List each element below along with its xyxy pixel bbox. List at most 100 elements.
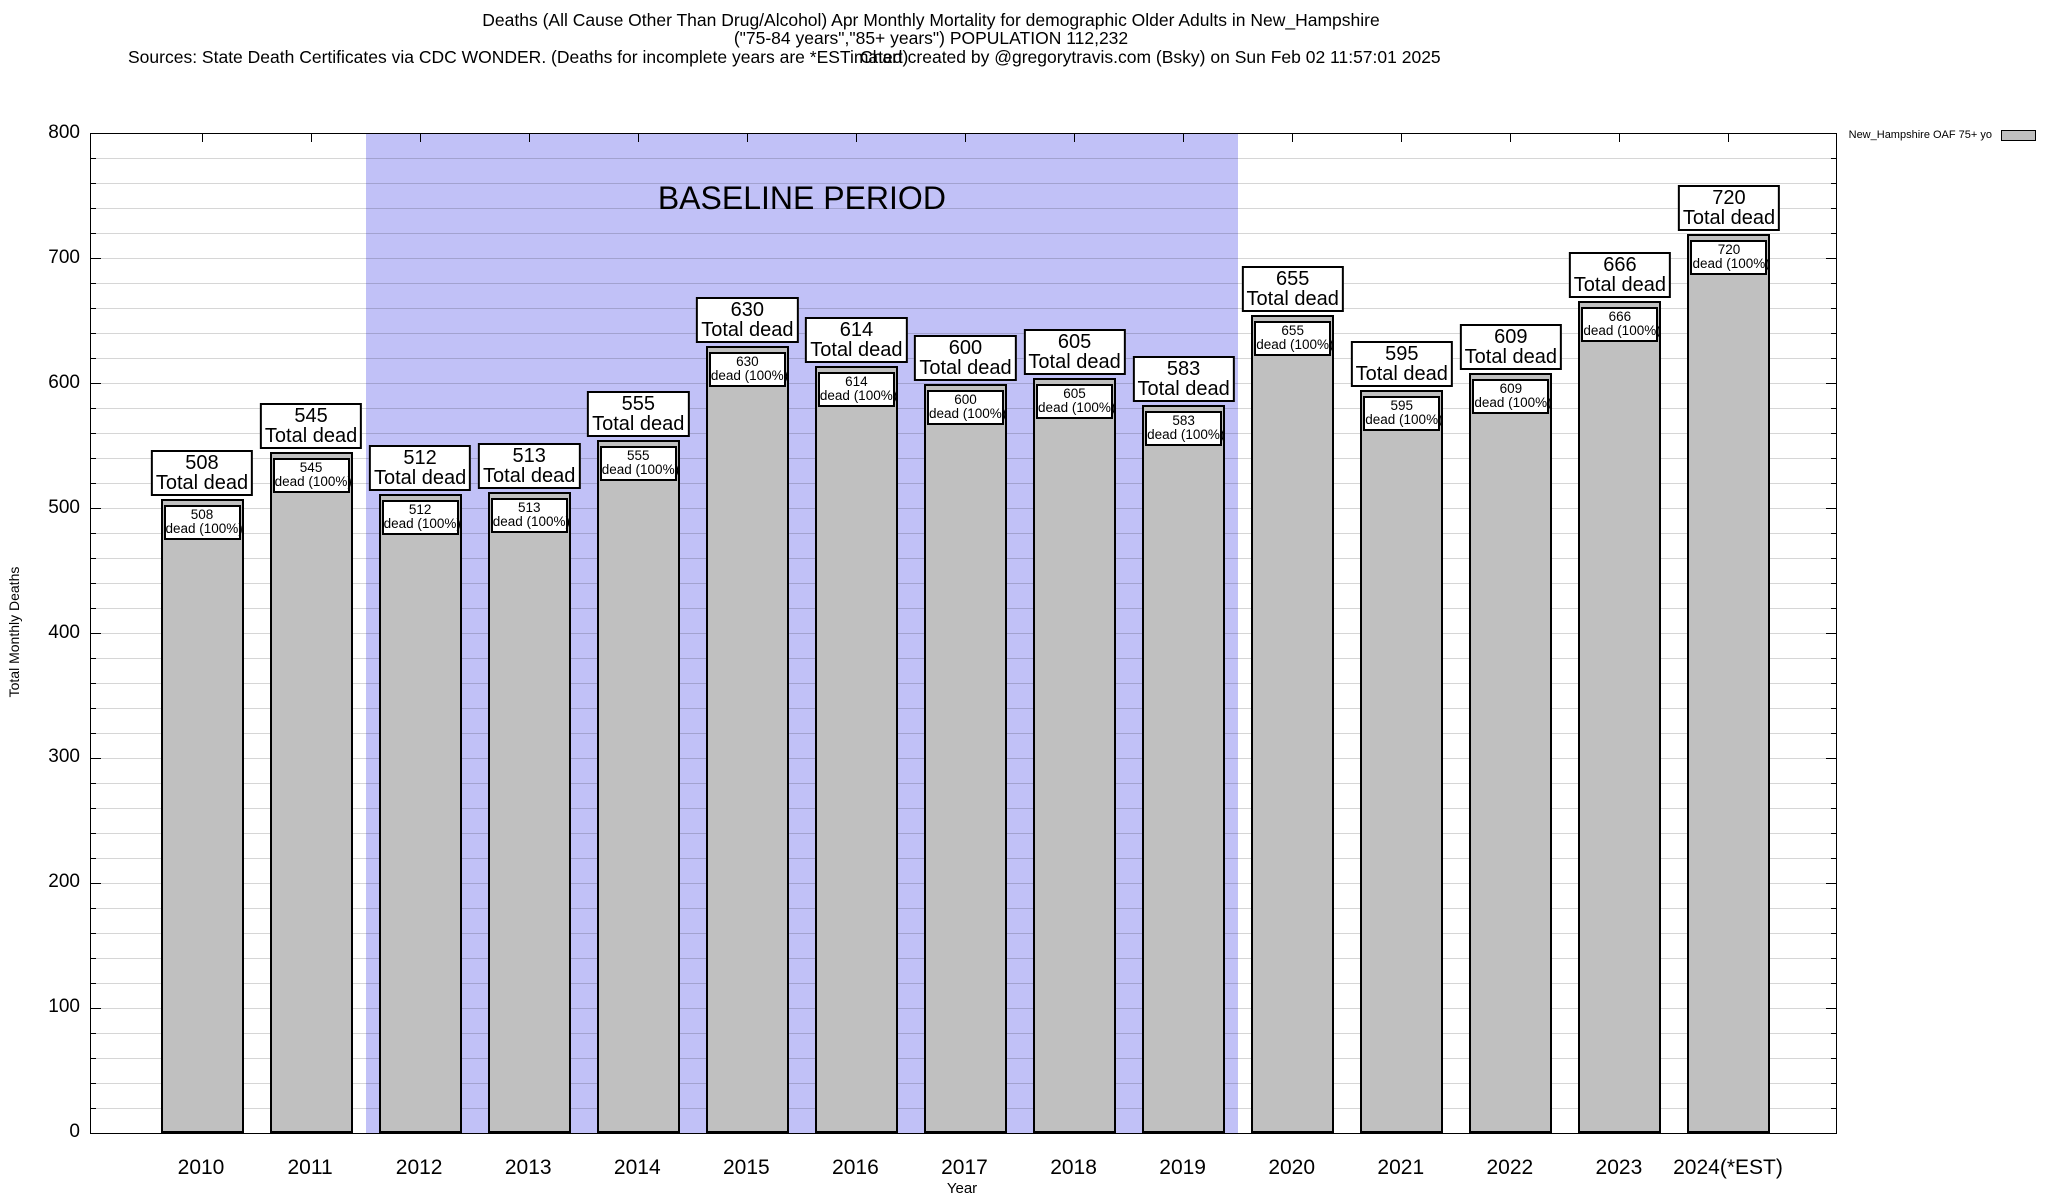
gridline — [91, 233, 1836, 235]
x-tick-top — [1510, 134, 1512, 142]
legend-swatch — [2001, 129, 2036, 141]
bar-inner-value: 605 — [1063, 385, 1086, 401]
bar-2023: 666 dead (100%) 666 Total dead — [1568, 252, 1672, 1133]
x-tick-label: 2014 — [613, 1156, 661, 1179]
bar-total-suffix: Total dead — [701, 319, 794, 342]
y-tick-left — [91, 907, 96, 909]
bar-inner-label: 614 dead (100%) — [817, 372, 897, 408]
bar-inner-suffix: dead (100%) — [1583, 323, 1661, 339]
y-tick-left — [91, 383, 101, 385]
gridline — [91, 283, 1836, 285]
y-tick-right — [1831, 358, 1836, 360]
x-tick-top — [855, 134, 857, 142]
bar-inner-suffix: dead (100%) — [1147, 426, 1225, 442]
bar-2010: 508 dead (100%) 508 Total dead — [150, 449, 254, 1133]
y-tick-left — [91, 633, 101, 634]
bar-total-label: 583 Total dead — [1132, 355, 1235, 402]
y-tick-left — [91, 558, 96, 560]
y-tick-right — [1831, 1107, 1836, 1109]
bar-inner-value: 555 — [627, 447, 650, 463]
y-tick-left — [91, 183, 96, 185]
bar-total-value: 508 — [185, 451, 219, 474]
bar-total-value: 545 — [294, 405, 328, 428]
y-tick-right — [1826, 757, 1836, 759]
bar-inner-label: 512 dead (100%) — [381, 499, 461, 535]
x-tick-top — [1619, 134, 1621, 142]
legend: New_Hampshire OAF 75+ yo — [1849, 129, 2036, 141]
bar-inner-suffix: dead (100%) — [928, 405, 1007, 421]
bar-inner-label: 545 dead (100%) — [272, 458, 352, 494]
bar-2022: 609 dead (100%) 609 Total dead — [1459, 323, 1562, 1133]
bar-inner-value: 513 — [517, 500, 541, 516]
y-tick-left — [91, 1007, 101, 1009]
bar-total-value: 655 — [1275, 268, 1310, 291]
y-tick-left — [91, 932, 96, 934]
bar-2013: 513 dead (100%) 513 Total dead — [478, 443, 581, 1133]
bar-inner-label: 605 dead (100%) — [1036, 383, 1116, 419]
bar-total-label: 512 Total dead — [368, 444, 472, 491]
bar-inner-label: 583 dead (100%) — [1145, 410, 1225, 446]
y-tick-right — [1831, 608, 1836, 610]
x-tick-label: 2022 — [1486, 1156, 1534, 1179]
gridline — [91, 158, 1836, 160]
y-tick-right — [1826, 633, 1836, 634]
y-tick-left — [91, 1057, 96, 1059]
y-tick-left — [91, 1032, 96, 1034]
y-tick-label: 400 — [48, 621, 80, 643]
x-axis-title: Year — [946, 1180, 978, 1197]
y-tick-left — [91, 982, 96, 984]
bar-2020: 655 dead (100%) 655 Total dead — [1241, 266, 1344, 1133]
bar-total-label: 595 Total dead — [1350, 341, 1453, 387]
y-tick-label: 500 — [48, 496, 80, 518]
x-tick-top — [201, 134, 203, 142]
y-tick-right — [1831, 957, 1836, 959]
x-tick-top — [637, 134, 639, 142]
y-tick-left — [91, 458, 96, 460]
x-tick-top — [1401, 134, 1403, 142]
bar-inner-label: 600 dead (100%) — [926, 389, 1007, 425]
sources-note: Sources: State Death Certificates via CD… — [128, 47, 909, 67]
y-tick-right — [1831, 583, 1836, 585]
y-tick-right — [1831, 807, 1836, 809]
x-tick-label: 2019 — [1159, 1156, 1206, 1179]
bar-total-value: 609 — [1494, 325, 1528, 348]
gridline — [91, 333, 1836, 335]
y-tick-left — [91, 608, 96, 610]
bar-inner-value: 609 — [1499, 380, 1523, 396]
bar-total-suffix: Total dead — [264, 425, 358, 448]
y-tick-left — [91, 583, 96, 585]
bar-inner-label: 513 dead (100%) — [490, 498, 570, 534]
bar-2021: 595 dead (100%) 595 Total dead — [1350, 341, 1453, 1133]
y-tick-left — [91, 408, 96, 410]
y-tick-right — [1831, 483, 1836, 485]
bar-inner-value: 595 — [1390, 398, 1414, 413]
bar-total-suffix: Total dead — [1137, 377, 1230, 400]
bar-inner-value: 583 — [1172, 412, 1195, 428]
y-tick-right — [1831, 183, 1836, 185]
bar-inner-label: 555 dead (100%) — [599, 445, 679, 481]
x-tick-label: 2021 — [1377, 1156, 1425, 1179]
y-tick-right — [1831, 333, 1836, 335]
y-tick-label: 300 — [48, 746, 80, 768]
y-tick-left — [91, 782, 96, 784]
y-tick-left — [91, 657, 96, 659]
x-tick-label: 2023 — [1595, 1156, 1643, 1179]
bar-inner-value: 600 — [954, 391, 977, 407]
bar-total-label: 545 Total dead — [259, 403, 363, 450]
bar-inner-label: 666 dead (100%) — [1581, 307, 1661, 343]
bar-total-label: 666 Total dead — [1568, 252, 1672, 299]
legend-label: New_Hampshire OAF 75+ yo — [1848, 129, 1992, 141]
bar-inner-suffix: dead (100%) — [1038, 399, 1116, 415]
bar-total-value: 583 — [1166, 357, 1201, 380]
y-tick-right — [1831, 408, 1836, 410]
bar-total-suffix: Total dead — [810, 339, 903, 362]
x-tick-label: 2020 — [1268, 1156, 1316, 1179]
y-tick-label: 800 — [48, 122, 80, 143]
baseline-period-label: BASELINE PERIOD — [657, 180, 946, 216]
bar-inner-label: 595 dead (100%) — [1363, 396, 1443, 431]
x-tick-top — [746, 134, 748, 142]
bar-inner-label: 630 dead (100%) — [708, 352, 788, 388]
y-tick-right — [1831, 433, 1836, 435]
y-tick-left — [91, 682, 96, 684]
bar-total-label: 609 Total dead — [1459, 323, 1562, 370]
